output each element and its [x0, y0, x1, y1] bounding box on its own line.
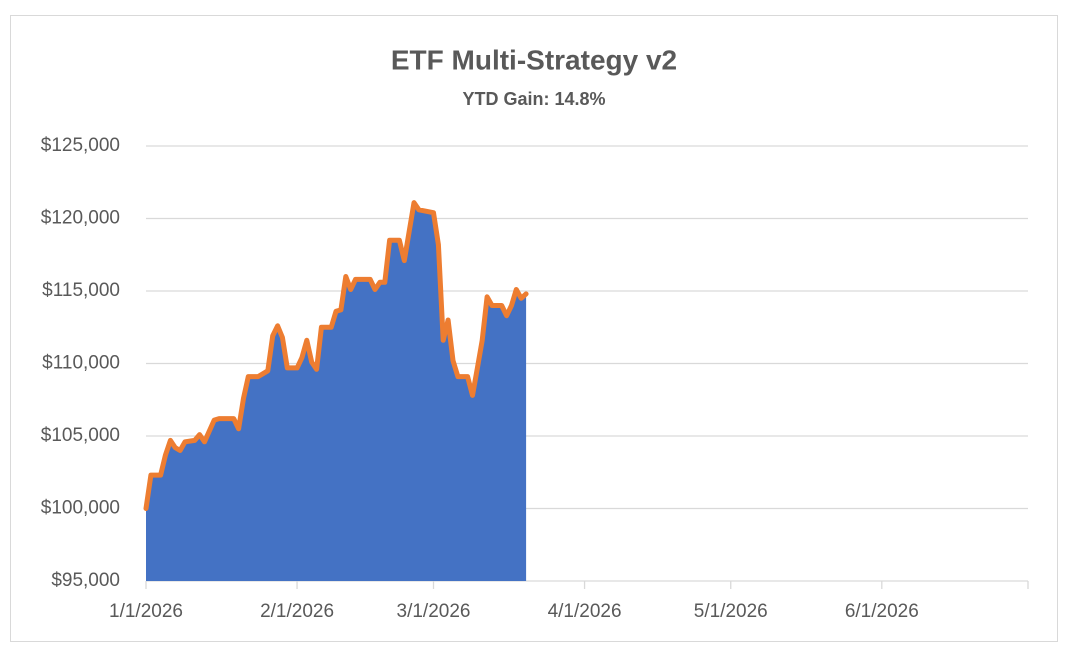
- y-tick-label: $125,000: [41, 135, 120, 156]
- y-tick-label: $105,000: [41, 425, 120, 446]
- y-tick-label: $110,000: [42, 353, 120, 374]
- chart-subtitle: YTD Gain: 14.8%: [462, 89, 605, 109]
- x-tick-label: 3/1/2026: [397, 601, 471, 622]
- line: [143, 200, 529, 511]
- x-tick-label: 5/1/2026: [694, 601, 768, 622]
- area: [146, 202, 527, 581]
- y-tick-label: $115,000: [42, 280, 120, 301]
- x-tick-label: 6/1/2026: [845, 601, 919, 622]
- chart-title: ETF Multi-Strategy v2: [391, 44, 677, 75]
- y-tick-label: $100,000: [41, 498, 120, 519]
- x-tick-label: 2/1/2026: [260, 601, 334, 622]
- y-tick-label: $95,000: [51, 570, 120, 591]
- x-tick-label: 1/1/2026: [109, 601, 183, 622]
- y-tick-label: $120,000: [41, 208, 120, 229]
- x-tick-label: 4/1/2026: [548, 601, 622, 622]
